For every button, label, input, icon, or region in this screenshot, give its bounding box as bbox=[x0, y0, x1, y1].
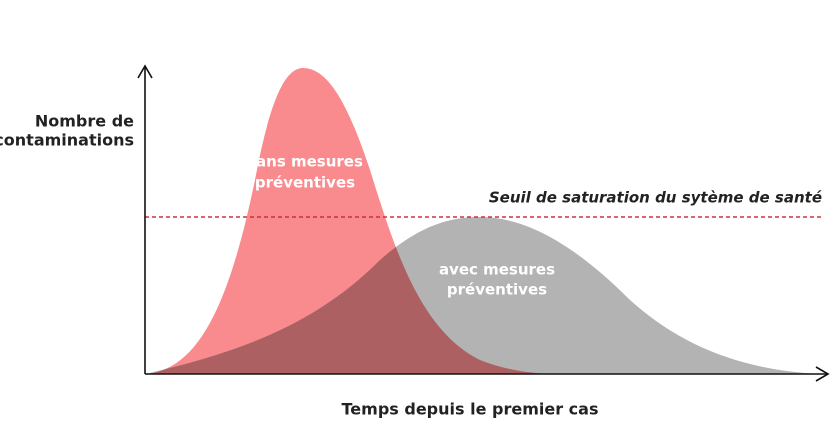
y-axis-label: contaminations bbox=[0, 131, 134, 150]
threshold-label: Seuil de saturation du sytème de santé bbox=[489, 189, 822, 207]
curve-label: préventives bbox=[447, 281, 547, 299]
axes bbox=[137, 64, 830, 382]
curve-label: sans mesures bbox=[247, 153, 363, 171]
curve-label: avec mesures bbox=[439, 261, 555, 279]
x-axis-label: Temps depuis le premier cas bbox=[342, 400, 599, 419]
y-axis-label: Nombre de bbox=[35, 112, 134, 131]
curve-without-measures bbox=[145, 68, 560, 374]
curve-label: préventives bbox=[255, 174, 355, 192]
